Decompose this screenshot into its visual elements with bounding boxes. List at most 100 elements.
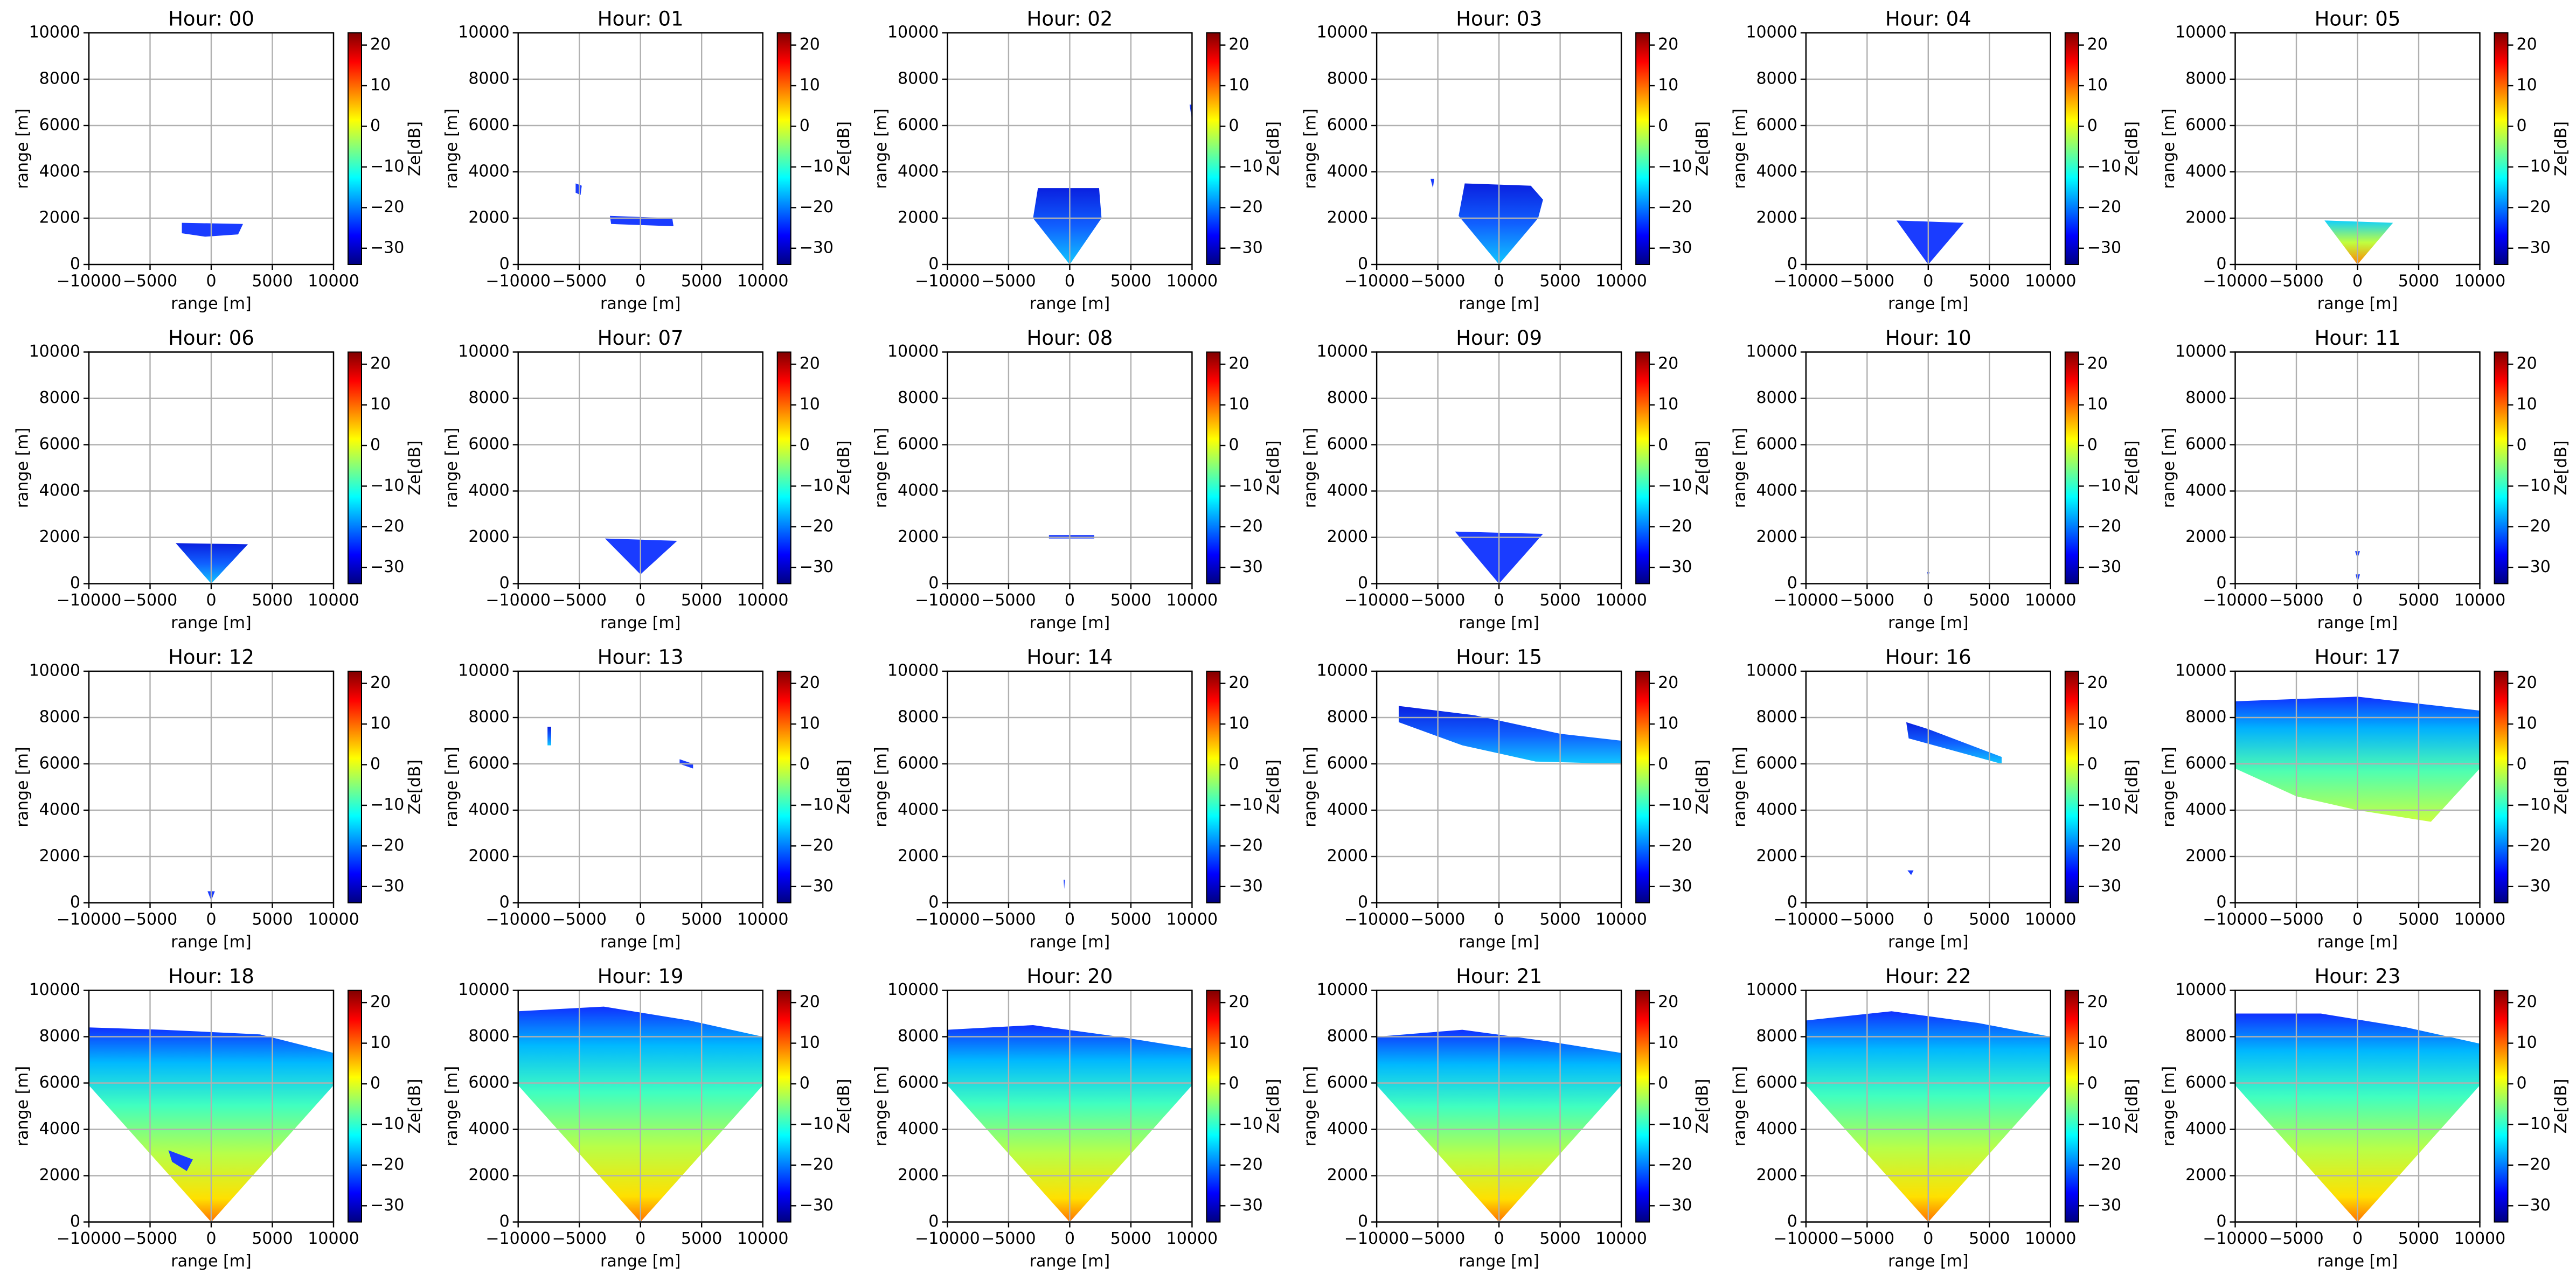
y-tick-label: 2000	[1756, 208, 1797, 227]
x-tick-label: −10000	[915, 272, 980, 291]
colorbar-tick-label: −20	[2087, 517, 2121, 535]
colorbar-tick-label: −30	[1658, 238, 1692, 257]
x-tick-label: −10000	[2203, 272, 2268, 291]
colorbar-tick-label: −30	[370, 876, 404, 895]
echo-region	[1907, 870, 1914, 875]
x-tick-label: 5000	[1110, 910, 1151, 929]
colorbar-tick-label: −20	[1658, 836, 1692, 855]
y-tick-label: 8000	[2185, 69, 2226, 88]
colorbar-tick-label: 10	[2087, 395, 2108, 414]
y-tick-label: 8000	[39, 388, 80, 407]
x-tick-label: −10000	[915, 910, 980, 929]
colorbar-tick-label: −30	[1228, 238, 1262, 257]
colorbar-tick-label: −20	[2087, 836, 2121, 855]
colorbar-tick-label: −10	[1658, 476, 1692, 495]
colorbar-tick-label: 20	[2517, 673, 2537, 692]
y-tick-label: 10000	[887, 23, 939, 42]
y-tick-label: 8000	[1327, 1027, 1368, 1046]
colorbar-label: Ze[dB]	[1693, 760, 1712, 814]
y-tick-label: 6000	[2185, 1073, 2226, 1092]
x-tick-label: −5000	[552, 1229, 606, 1248]
y-axis-label: range [m]	[13, 428, 32, 508]
colorbar-tick-label: −20	[370, 198, 404, 217]
colorbar-tick-label: −30	[370, 238, 404, 257]
subplot: −10000 −5000 0 5000 10000 0 2000 4000 6000 8000 10…	[442, 965, 853, 1271]
x-tick-label: 10000	[737, 591, 788, 610]
y-tick-label: 2000	[1756, 527, 1797, 546]
colorbar-tick-label: −10	[800, 157, 834, 176]
colorbar-label: Ze[dB]	[2122, 440, 2141, 495]
axes-frame	[1805, 990, 2052, 1223]
y-tick-label: 2000	[468, 1166, 509, 1185]
x-tick-label: 5000	[1110, 1229, 1151, 1248]
echo-region	[547, 727, 551, 746]
colorbar-tick-label: −20	[370, 517, 404, 535]
x-tick-label: −5000	[1840, 1229, 1894, 1248]
subplot: −10000 −5000 0 5000 10000 0 2000 4000 6000 8000 10…	[13, 8, 425, 314]
y-tick-label: 10000	[1317, 980, 1368, 999]
x-tick-label: 10000	[308, 591, 359, 610]
y-tick-label: 10000	[2175, 662, 2226, 680]
colorbar-tick-label: 0	[1228, 1074, 1239, 1093]
colorbar-tick-label: 20	[2517, 35, 2537, 54]
y-tick-label: 4000	[468, 162, 509, 181]
colorbar-label: Ze[dB]	[1264, 760, 1283, 814]
colorbar-tick-label: −10	[370, 476, 404, 495]
y-tick-label: 6000	[468, 116, 509, 135]
y-tick-label: 8000	[898, 708, 939, 727]
subplot-title: Hour: 17	[2315, 646, 2401, 669]
y-tick-label: 8000	[1756, 708, 1797, 727]
y-tick-label: 4000	[1756, 1119, 1797, 1138]
colorbar-tick-label: 0	[370, 116, 380, 135]
colorbar-tick-label: 20	[1658, 993, 1678, 1012]
subplot: −10000 −5000 0 5000 10000 0 2000 4000 6000 8000 10…	[1301, 326, 1712, 632]
colorbar	[2064, 32, 2079, 265]
x-axis-label: range [m]	[171, 295, 251, 314]
y-tick-label: 10000	[29, 23, 80, 42]
colorbar-tick-label: 10	[800, 1033, 820, 1052]
colorbar-tick-label: 0	[370, 436, 380, 455]
x-tick-label: 5000	[1969, 272, 2010, 291]
colorbar-label: Ze[dB]	[406, 440, 425, 495]
y-tick-label: 10000	[29, 342, 80, 361]
colorbar	[2494, 351, 2509, 584]
axes-frame	[517, 351, 763, 584]
colorbar	[2064, 671, 2079, 903]
colorbar-tick-label: 10	[2087, 1033, 2108, 1052]
y-tick-label: 2000	[39, 527, 80, 546]
axes-frame	[2234, 670, 2481, 904]
y-tick-label: 4000	[2185, 800, 2226, 819]
colorbar-label: Ze[dB]	[406, 1078, 425, 1133]
x-tick-label: 0	[635, 1229, 645, 1248]
y-tick-label: 2000	[468, 847, 509, 866]
x-tick-label: 5000	[2398, 272, 2439, 291]
y-axis-label: range [m]	[13, 108, 32, 189]
x-tick-label: −5000	[552, 910, 606, 929]
x-tick-label: 5000	[252, 910, 293, 929]
y-tick-label: 2000	[39, 1166, 80, 1185]
subplot-title: Hour: 12	[168, 646, 254, 669]
y-tick-label: 2000	[39, 208, 80, 227]
colorbar-tick-label: −20	[1228, 1155, 1262, 1174]
colorbar	[2064, 351, 2079, 584]
y-tick-label: 2000	[2185, 208, 2226, 227]
colorbar-tick-label: −10	[2517, 1115, 2551, 1133]
subplot: −10000 −5000 0 5000 10000 0 2000 4000 6000 8000 10…	[872, 965, 1283, 1271]
y-tick-label: 10000	[1746, 980, 1797, 999]
colorbar-label: Ze[dB]	[835, 1078, 853, 1133]
y-tick-label: 6000	[898, 754, 939, 773]
subplot-title: Hour: 04	[1885, 8, 1971, 31]
y-tick-label: 0	[1358, 574, 1368, 593]
y-axis-label: range [m]	[1730, 428, 1749, 508]
y-tick-label: 6000	[468, 754, 509, 773]
colorbar	[1206, 990, 1221, 1223]
subplot-title: Hour: 13	[598, 646, 684, 669]
x-axis-label: range [m]	[1888, 614, 1968, 632]
y-tick-label: 2000	[1327, 527, 1368, 546]
axes-frame	[947, 670, 1193, 904]
subplot: −10000 −5000 0 5000 10000 0 2000 4000 6000 8000 10…	[2160, 326, 2571, 632]
x-axis-label: range [m]	[171, 1252, 251, 1271]
colorbar-tick-label: −30	[2517, 1196, 2551, 1215]
x-tick-label: 0	[206, 910, 216, 929]
y-tick-label: 8000	[468, 708, 509, 727]
